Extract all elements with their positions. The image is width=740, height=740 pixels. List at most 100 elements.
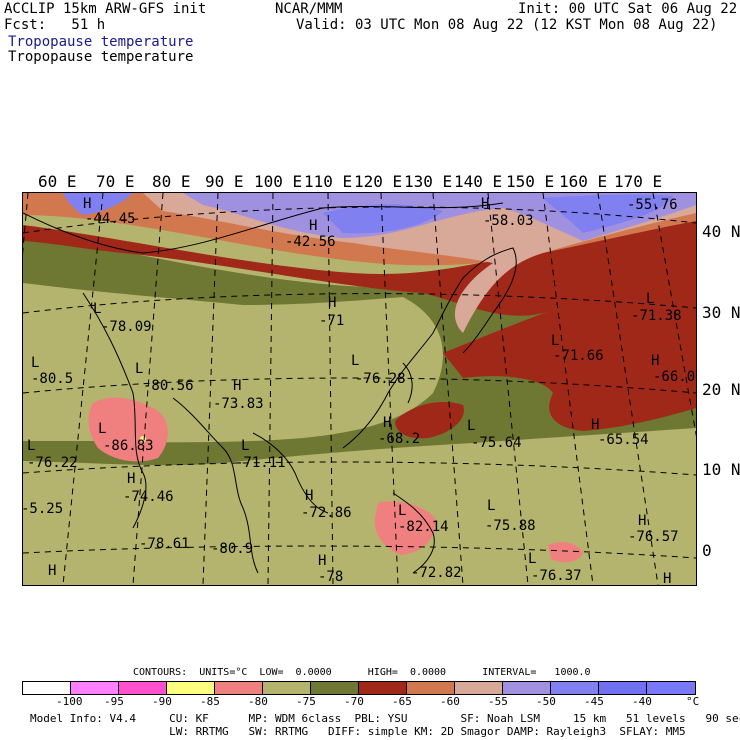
forecast-hour: Fcst: 51 h [4, 17, 106, 33]
center-label: NCAR/MMM [275, 1, 343, 17]
high-marker: H [328, 295, 337, 311]
map-value: -76.57 [628, 529, 679, 545]
low-marker: L [551, 333, 560, 349]
map-value: -80.5 [31, 371, 74, 387]
map-value: -71.11 [235, 455, 286, 471]
map-value: -75.64 [471, 435, 522, 451]
high-marker: H [305, 488, 314, 504]
map-value: -42.56 [285, 234, 336, 250]
init-time: Init: 00 UTC Sat 06 Aug 22 [518, 1, 738, 17]
high-marker: H [83, 196, 92, 212]
colorbar-swatch [359, 682, 407, 694]
valid-time: Valid: 03 UTC Mon 08 Aug 22 (12 KST Mon … [296, 17, 718, 33]
colorbar-tick-label: -85 [200, 695, 220, 708]
lon-label: 150 E [506, 172, 555, 191]
colorbar-tick-label: -50 [536, 695, 556, 708]
high-marker: H [651, 353, 660, 369]
lat-label: 20 N [702, 380, 740, 399]
low-marker: L [27, 438, 36, 454]
high-marker: H [481, 196, 490, 212]
lon-label: 60 E [38, 172, 77, 191]
colorbar-swatch [71, 682, 119, 694]
low-marker: L [398, 503, 407, 519]
high-marker: H [48, 563, 57, 579]
model-info-line1: Model Info: V4.4 CU: KF MP: WDM 6class P… [30, 712, 740, 725]
map-value: -82.14 [398, 519, 449, 535]
low-marker: L [646, 291, 655, 307]
map-value: -80.56 [143, 378, 194, 394]
colorbar [22, 681, 696, 695]
map-value: -78 [318, 569, 344, 585]
colorbar-unit: °C [686, 695, 700, 708]
high-marker: H [309, 218, 318, 234]
map-value: -76.22 [27, 455, 78, 471]
high-marker: H [383, 415, 392, 431]
colorbar-tick-label: -65 [392, 695, 412, 708]
lon-label: 140 E [454, 172, 503, 191]
low-marker: L [93, 301, 102, 317]
lon-label: 110 E [304, 172, 353, 191]
map-value: -58.03 [483, 213, 534, 229]
colorbar-swatch [599, 682, 647, 694]
lon-label: 70 E [96, 172, 135, 191]
lon-label: 120 E [354, 172, 403, 191]
map-value: -55.76 [627, 197, 678, 213]
lon-label: 80 E [152, 172, 191, 191]
colorbar-tick-label: -95 [104, 695, 124, 708]
fill-minus65-blob [395, 401, 464, 439]
colorbar-tick-label: -45 [584, 695, 604, 708]
map-value: -72.82 [411, 565, 462, 581]
high-marker: H [127, 471, 136, 487]
high-marker: H [638, 513, 647, 529]
tropopause-map: H -44.45 H -42.56 H -58.03 -55.76 L -78.… [22, 192, 697, 586]
variable-subtitle: Tropopause temperature [8, 49, 194, 65]
high-marker: H [591, 417, 600, 433]
colorbar-swatch [215, 682, 263, 694]
lat-lon-grid [23, 193, 696, 585]
lat-label: 10 N [702, 460, 740, 479]
lat-label: 30 N [702, 303, 740, 322]
map-value: -76.28 [355, 371, 406, 387]
map-value: -78.09 [101, 319, 152, 335]
map-value: -86.83 [103, 438, 154, 454]
map-value: -66.0 [653, 369, 696, 385]
colorbar-swatch [263, 682, 311, 694]
high-marker: H [318, 553, 327, 569]
model-title: ACCLIP 15km ARW-GFS init [4, 1, 207, 17]
colorbar-tick-label: -75 [296, 695, 316, 708]
high-marker: H [663, 571, 672, 586]
fill-minus80-sea [548, 542, 583, 563]
colorbar-tick-label: -55 [488, 695, 508, 708]
lon-label: 100 E [254, 172, 303, 191]
lon-label: 160 E [559, 172, 608, 191]
contours-info: CONTOURS: UNITS=°C LOW= 0.0000 HIGH= 0.0… [133, 667, 591, 678]
low-marker: L [487, 498, 496, 514]
colorbar-swatch [551, 682, 599, 694]
map-value: -75.88 [485, 518, 536, 534]
high-marker: H [233, 378, 242, 394]
map-fill [23, 193, 696, 585]
colorbar-tick-label: -70 [344, 695, 364, 708]
map-value: -76.37 [531, 568, 582, 584]
low-marker: L [467, 418, 476, 434]
colorbar-swatch [503, 682, 551, 694]
map-value: -5.25 [22, 501, 64, 517]
low-marker: L [135, 361, 144, 377]
colorbar-swatch [23, 682, 71, 694]
map-value: -71.38 [631, 308, 682, 324]
low-marker: L [241, 438, 250, 454]
colorbar-swatch [119, 682, 167, 694]
colorbar-swatch [455, 682, 503, 694]
lat-label: 40 N [702, 222, 740, 241]
map-value: -65.54 [598, 432, 649, 448]
colorbar-swatch [167, 682, 215, 694]
map-value: -80.9 [211, 541, 254, 557]
model-info-line2: LW: RRTMG SW: RRTMG DIFF: simple KM: 2D … [30, 725, 686, 738]
colorbar-swatch [311, 682, 359, 694]
map-value: -73.83 [213, 396, 264, 412]
map-value: -74.46 [123, 489, 174, 505]
lat-label: 0 [702, 541, 712, 560]
low-marker: L [98, 421, 107, 437]
low-marker: L [31, 355, 40, 371]
low-marker: L [351, 353, 360, 369]
